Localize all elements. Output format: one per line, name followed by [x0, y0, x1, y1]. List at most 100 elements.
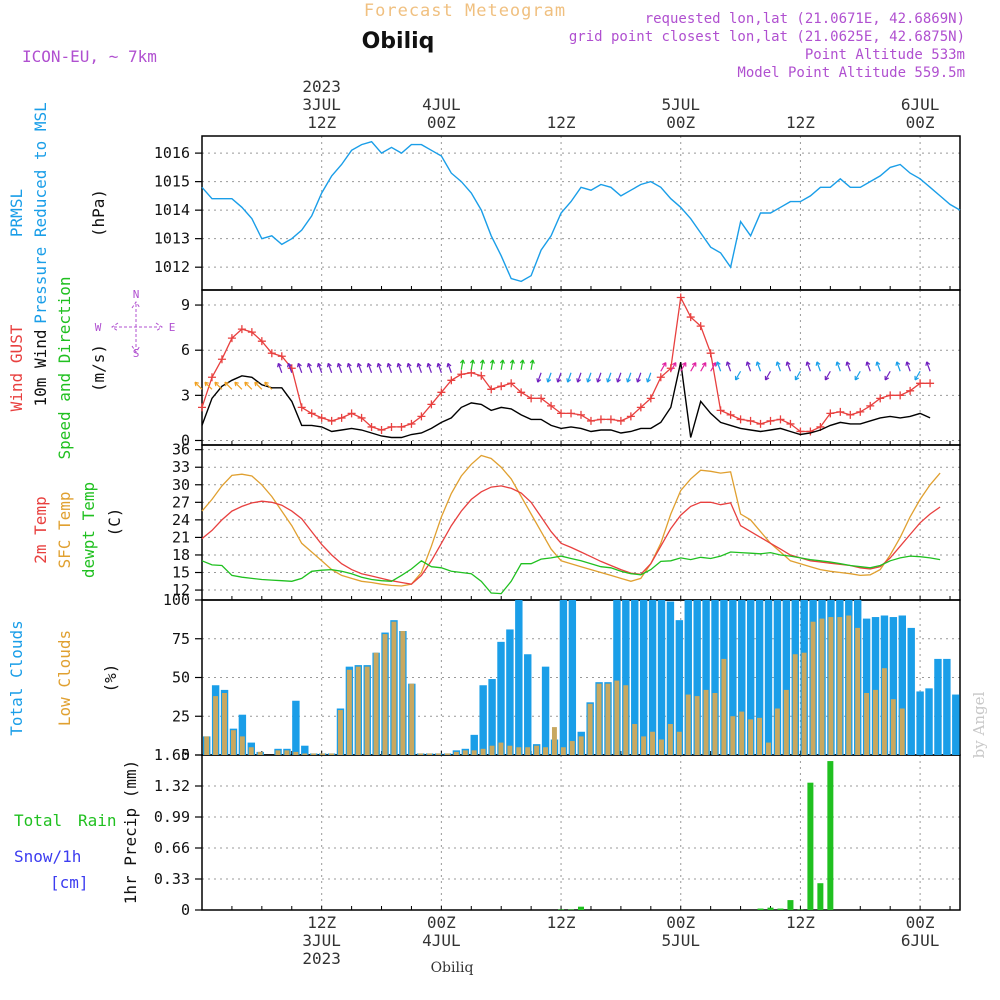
total-cloud-bar-31: [479, 685, 487, 755]
wind-arrow-24: [437, 363, 442, 373]
ytick-label-3-0: 0: [181, 746, 190, 764]
gust-point-34: [537, 394, 546, 403]
wind-arrowhead-55: [745, 361, 751, 366]
wind-arrow-12: [317, 363, 323, 373]
wind-arrow-6: [254, 381, 263, 390]
low-cloud-bar-44: [596, 683, 602, 755]
ytick-label-2-4: 24: [172, 511, 190, 529]
wind-arrow-38: [577, 372, 582, 383]
total-cloud-bar-64: [773, 600, 782, 755]
top-time-label-3-0: 5JUL: [661, 95, 700, 114]
gust-point-52: [716, 406, 725, 415]
low-cloud-bar-33: [498, 742, 504, 755]
low-cloud-bar-67: [801, 652, 807, 755]
pressure-label-2: Pressure Reduced to MSL: [31, 102, 50, 324]
wind-arrowhead-54: [734, 375, 740, 381]
total-cloud-bar-10: [292, 700, 300, 755]
low-cloud-bar-66: [792, 654, 798, 755]
total-cloud-bar-50: [648, 600, 657, 755]
panel-frame-2: [201, 444, 961, 601]
total-cloud-bar-46: [613, 600, 621, 755]
low-cloud-bar-13: [320, 753, 326, 755]
low-cloud-bar-74: [864, 693, 870, 755]
gust-point-68: [876, 394, 885, 403]
low-cloud-bar-63: [766, 742, 771, 755]
low-cloud-bar-49: [641, 736, 647, 755]
gust-point-44: [636, 403, 645, 412]
cloud-unit: (%): [101, 664, 120, 693]
gust-point-37: [567, 409, 576, 418]
compass-w: W: [95, 321, 102, 334]
wind-arrowhead-73: [925, 361, 931, 366]
wind-arrow-43: [626, 372, 632, 383]
top-time-label-2-0: 12Z: [547, 113, 576, 132]
total-cloud-bar-34: [506, 629, 514, 755]
wind-arrowhead-52: [715, 361, 721, 366]
total-cloud-bar-55: [693, 600, 701, 755]
low-cloud-bar-8: [275, 750, 281, 755]
low-cloud-bar-56: [703, 689, 709, 755]
low-cloud-bar-38: [543, 747, 548, 755]
low-cloud-bar-62: [757, 717, 763, 755]
wind-arrow-0: [194, 381, 203, 390]
wind-arrowhead-5: [244, 381, 249, 387]
gust-point-26: [457, 370, 466, 379]
total-cloud-bar-77: [889, 617, 898, 755]
low-cloud-bar-26: [436, 753, 441, 755]
gust-point-5: [247, 328, 256, 337]
wind-arrowhead-24: [436, 362, 442, 368]
wind-arrowhead-16: [356, 362, 362, 368]
bottom-time-label-5-1: 6JUL: [901, 931, 940, 950]
low-cloud-bar-75: [873, 689, 878, 755]
rain-bar-5: [777, 908, 784, 910]
top-time-label-0-2: 12Z: [307, 113, 336, 132]
low-cloud-bar-48: [632, 724, 638, 755]
gust-point-51: [706, 349, 715, 358]
bottom-time-label-4-0: 12Z: [786, 913, 815, 932]
low-cloud-bar-64: [774, 708, 780, 755]
top-time-label-1-1: 00Z: [427, 113, 456, 132]
gust-point-67: [866, 401, 875, 410]
rain-bar-3: [757, 908, 764, 910]
gust-point-28: [477, 371, 486, 380]
low-cloud-bar-22: [400, 631, 406, 755]
gust-point-31: [507, 379, 516, 388]
wind-arrow-53: [726, 361, 732, 372]
low-cloud-bar-43: [587, 703, 593, 755]
low-cloud-bar-2: [222, 693, 227, 755]
total-cloud-bar-82: [934, 658, 942, 755]
gust-point-21: [407, 419, 416, 428]
wind-arrow-71: [906, 361, 911, 372]
top-time-label-0-0: 2023: [302, 77, 341, 96]
wind-arrowhead-1: [204, 381, 209, 387]
wind-arrow-51: [710, 362, 717, 372]
gust-point-69: [886, 391, 895, 400]
pressure-line: [201, 140, 961, 283]
wind-unit: (m/s): [89, 344, 108, 392]
low-cloud-bar-77: [890, 699, 896, 755]
total-cloud-bar-75: [871, 617, 880, 755]
rain-bar-6: [787, 900, 794, 910]
temp2m-label: 2m Temp: [31, 496, 50, 563]
wind-arrow-23: [427, 363, 432, 373]
gust-point-72: [916, 379, 925, 388]
total-cloud-bar-11: [301, 745, 309, 755]
wind-arrow-14: [337, 363, 343, 373]
bottom-time-label-5-0: 00Z: [906, 913, 935, 932]
dewpt-line: [201, 551, 941, 595]
low-cloud-bar-4: [239, 736, 245, 755]
wind-arrowhead-19: [386, 362, 392, 368]
wind-arrowhead-18: [376, 362, 382, 368]
total-cloud-bar-83: [943, 658, 951, 755]
wind-arrow-49: [690, 362, 697, 372]
low-cloud-bar-11: [302, 753, 308, 755]
wind-arrowhead-15: [346, 362, 352, 368]
rain-bar-1: [568, 909, 575, 910]
gust-point-7: [267, 349, 276, 358]
wind-arrow-62: [816, 361, 821, 372]
total-cloud-bar-62: [755, 600, 764, 755]
wind-arrowhead-28: [479, 359, 485, 364]
low-cloud-bar-36: [525, 747, 531, 755]
wind-arrowhead-66: [854, 375, 860, 381]
